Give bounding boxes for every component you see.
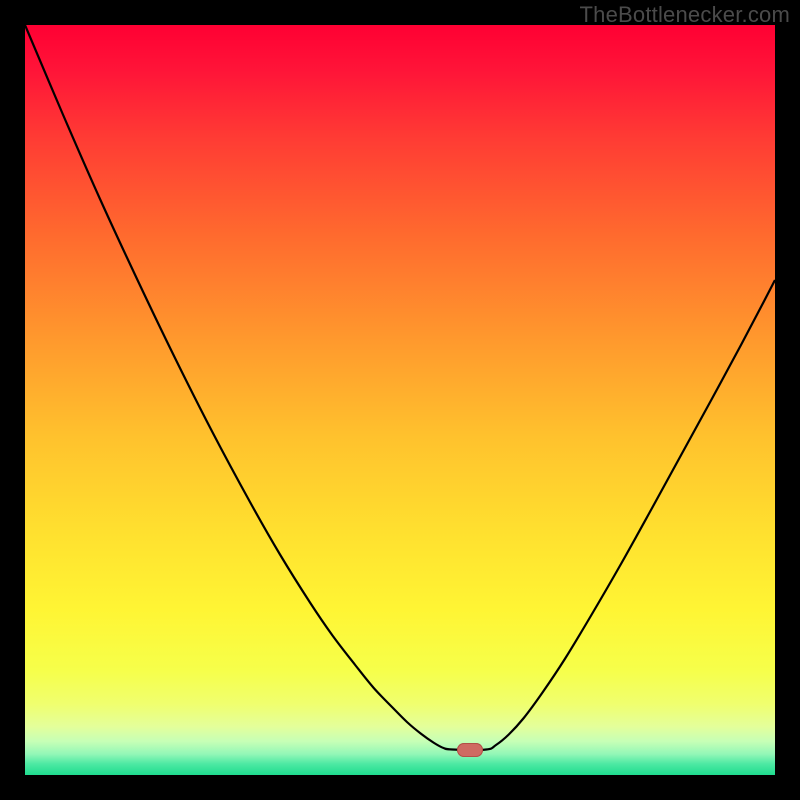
plot-area	[25, 25, 775, 775]
chart-container: TheBottlenecker.com	[0, 0, 800, 800]
bottleneck-marker	[457, 743, 483, 757]
watermark-text: TheBottlenecker.com	[580, 2, 790, 28]
curve-path	[25, 25, 775, 750]
bottleneck-curve	[25, 25, 775, 775]
